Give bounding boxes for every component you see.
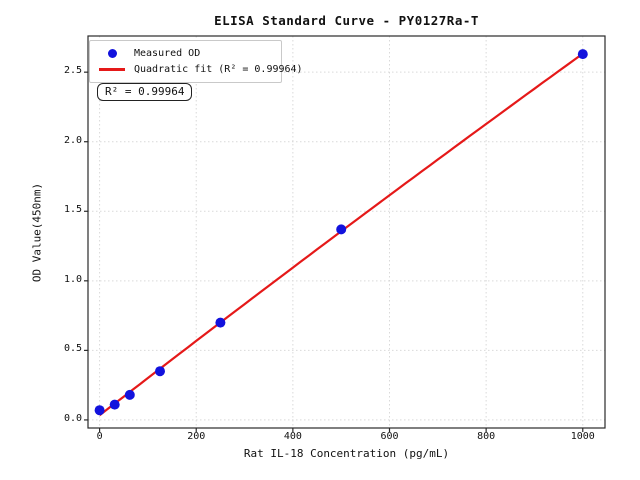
- x-tick-label: 0: [96, 431, 103, 442]
- legend-marker-cell: [97, 48, 127, 58]
- y-tick-label: 0.0: [63, 412, 82, 424]
- data-point: [109, 399, 120, 410]
- data-point: [124, 389, 135, 400]
- data-point: [155, 366, 165, 377]
- quadratic-fit-line: [98, 52, 584, 417]
- legend-marker-cell: [97, 67, 127, 71]
- y-tick-label: 2.5: [63, 65, 82, 77]
- y-tick-label: 1.5: [63, 204, 82, 216]
- legend-entry-quadratic-fit: Quadratic fit (R² = 0.99964): [90, 61, 303, 77]
- data-point: [215, 317, 226, 328]
- chart-title: ELISA Standard Curve - PY0127Ra-T: [214, 13, 479, 28]
- x-tick-label: 1000: [570, 431, 595, 442]
- x-tick-label: 200: [187, 431, 206, 442]
- legend-label-quadratic-fit: Quadratic fit (R² = 0.99964): [134, 63, 303, 75]
- x-tick-label: 800: [477, 431, 496, 442]
- y-tick-label: 2.0: [63, 134, 82, 146]
- scatter-marker-icon: [107, 48, 117, 58]
- r-squared-annotation: R² = 0.99964: [97, 83, 193, 101]
- data-point: [94, 405, 105, 416]
- legend-label-measured-od: Measured OD: [134, 47, 201, 59]
- x-tick-label: 600: [380, 431, 399, 442]
- y-tick-label: 1.0: [63, 273, 82, 285]
- data-point: [336, 224, 347, 235]
- legend: Measured OD Quadratic fit (R² = 0.99964): [89, 40, 303, 83]
- x-tick-label: 400: [283, 431, 302, 442]
- line-marker-icon: [99, 67, 125, 71]
- axes-frame: [87, 35, 606, 429]
- y-axis-label: OD Value(450nm): [30, 182, 44, 283]
- legend-entry-measured-od: Measured OD: [90, 45, 281, 61]
- x-axis-label: Rat IL-18 Concentration (pg/mL): [243, 447, 450, 460]
- y-tick-label: 0.5: [63, 343, 82, 355]
- data-point: [577, 49, 588, 60]
